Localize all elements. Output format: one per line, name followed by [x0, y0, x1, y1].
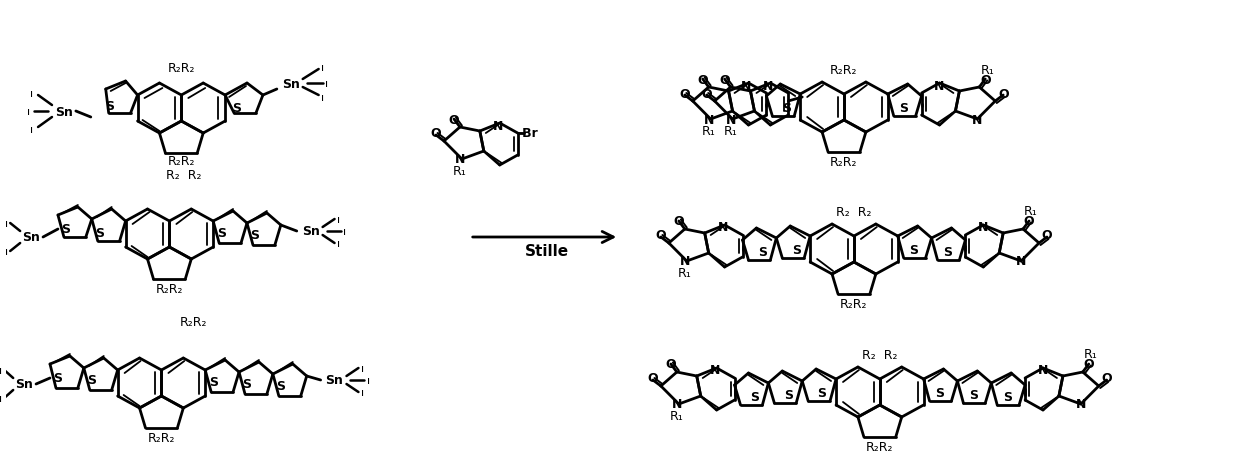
Text: ı: ı [343, 227, 346, 237]
Text: S: S [1003, 391, 1012, 404]
Text: ı: ı [337, 238, 340, 248]
Text: S: S [105, 100, 114, 113]
Text: R₂R₂: R₂R₂ [831, 156, 858, 169]
Text: N: N [1016, 255, 1027, 268]
Text: S: S [208, 376, 218, 389]
Text: R₂  R₂: R₂ R₂ [862, 349, 898, 362]
Text: S: S [784, 389, 792, 402]
Text: O: O [1084, 358, 1094, 371]
Text: Sn: Sn [281, 77, 300, 90]
Text: S: S [791, 244, 801, 257]
Text: S: S [233, 101, 242, 114]
Text: S: S [87, 374, 97, 387]
Text: O: O [697, 73, 708, 86]
Text: N: N [492, 119, 503, 132]
Text: S: S [217, 227, 226, 240]
Text: R₂R₂: R₂R₂ [156, 283, 184, 296]
Text: N: N [763, 79, 774, 92]
Text: O: O [430, 127, 441, 140]
Text: ı: ı [26, 107, 30, 117]
Text: S: S [817, 387, 827, 400]
Text: S: S [250, 229, 259, 242]
Text: ı: ı [5, 247, 7, 257]
Text: Sn: Sn [326, 374, 343, 387]
Text: S: S [942, 246, 952, 259]
Text: S: S [750, 391, 759, 404]
Text: ı: ı [30, 89, 32, 99]
Text: S: S [909, 244, 918, 257]
Text: ı: ı [325, 79, 329, 89]
Text: O: O [666, 358, 676, 371]
Text: ı: ı [337, 215, 340, 225]
Text: N: N [972, 113, 982, 126]
Text: R₁: R₁ [724, 125, 738, 138]
Text: N: N [703, 113, 714, 126]
Text: R₁: R₁ [702, 125, 715, 138]
Text: S: S [968, 389, 978, 402]
Text: ı: ı [321, 63, 324, 73]
Text: Stille: Stille [525, 244, 569, 259]
Text: S: S [95, 227, 104, 240]
Text: Sn: Sn [55, 105, 73, 118]
Text: R₁: R₁ [453, 165, 466, 178]
Text: N: N [718, 221, 728, 234]
Text: S: S [53, 372, 62, 385]
Text: S: S [243, 378, 252, 391]
Text: R₂  R₂: R₂ R₂ [836, 206, 872, 219]
Text: S: S [781, 102, 791, 115]
Text: O: O [680, 87, 691, 100]
Text: S: S [758, 246, 766, 259]
Text: S: S [277, 380, 285, 393]
Text: ı: ı [30, 125, 32, 135]
Text: O: O [656, 229, 666, 242]
Text: R₂R₂: R₂R₂ [148, 432, 175, 445]
Text: O: O [702, 87, 712, 100]
Text: R₂R₂: R₂R₂ [841, 298, 868, 311]
Text: –Br: –Br [517, 127, 538, 140]
Text: N: N [709, 364, 720, 377]
Text: N: N [742, 79, 751, 92]
Text: S: S [935, 387, 944, 400]
Text: R₁: R₁ [670, 410, 683, 423]
Text: R₁: R₁ [1084, 348, 1097, 361]
Text: O: O [980, 73, 991, 86]
Text: N: N [934, 79, 945, 92]
Text: ı: ı [5, 218, 7, 228]
Text: R₂R₂: R₂R₂ [167, 155, 195, 168]
Text: R₂R₂: R₂R₂ [831, 64, 858, 77]
Text: O: O [998, 87, 1008, 100]
Text: R₁: R₁ [678, 267, 692, 280]
Text: O: O [1101, 372, 1112, 385]
Text: N: N [1075, 397, 1086, 411]
Text: Sn: Sn [301, 225, 320, 238]
Text: R₁: R₁ [1024, 205, 1038, 218]
Text: ı: ı [361, 387, 365, 397]
Text: R₂R₂: R₂R₂ [866, 441, 894, 454]
Text: S: S [899, 102, 908, 115]
Text: ı: ı [321, 93, 324, 103]
Text: O: O [673, 215, 684, 228]
Text: O: O [1024, 215, 1034, 228]
Text: ı: ı [0, 393, 1, 403]
Text: R₁: R₁ [981, 63, 994, 76]
Text: ı: ı [0, 365, 1, 375]
Text: S: S [62, 223, 71, 236]
Text: N: N [455, 153, 465, 166]
Text: R₂R₂: R₂R₂ [167, 61, 195, 74]
Text: N: N [725, 113, 735, 126]
Text: O: O [1042, 229, 1053, 242]
Text: O: O [719, 73, 730, 86]
Text: R₂R₂: R₂R₂ [180, 316, 207, 329]
Text: N: N [978, 221, 988, 234]
Text: ı: ı [367, 375, 370, 385]
Text: Sn: Sn [22, 231, 40, 244]
Text: N: N [680, 255, 689, 268]
Text: ı: ı [361, 363, 365, 373]
Text: N: N [672, 397, 682, 411]
Text: N: N [1038, 364, 1048, 377]
Text: O: O [647, 372, 658, 385]
Text: O: O [449, 113, 459, 126]
Text: R₂  R₂: R₂ R₂ [166, 169, 201, 182]
Text: Sn: Sn [15, 378, 33, 391]
